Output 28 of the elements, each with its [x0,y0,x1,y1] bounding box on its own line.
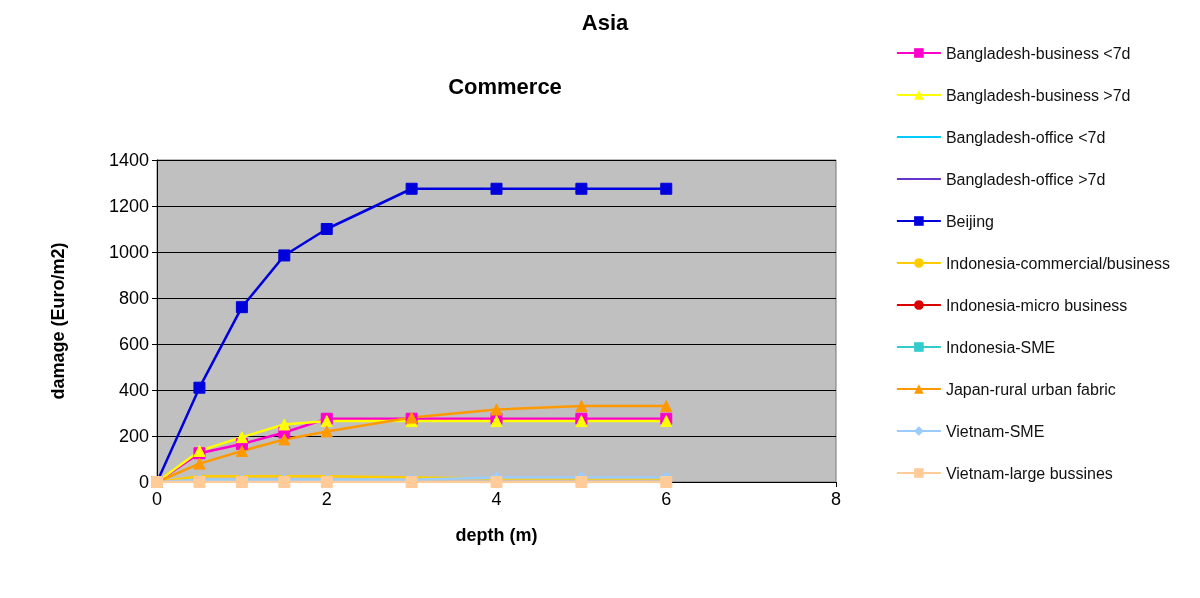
legend-label: Japan-rural urban fabric [945,380,1116,398]
y-tick-label: 800 [118,288,149,308]
legend-label: Indonesia-micro business [945,296,1128,314]
y-tick-label: 400 [118,380,149,400]
y-tick-label: 0 [138,472,149,492]
legend-label: Bangladesh-business >7d [945,86,1131,104]
legend-label: Bangladesh-office <7d [945,128,1106,146]
legend-label: Indonesia-SME [945,338,1056,356]
legend-label: Bangladesh-office >7d [945,170,1106,188]
y-tick-label: 200 [118,426,149,446]
legend-label: Indonesia-commercial/business [945,254,1171,272]
y-tick-label: 600 [118,334,149,354]
x-tick-label: 4 [491,489,502,509]
chart-title: Asia [581,9,629,35]
x-tick-label: 2 [321,489,332,509]
legend-label: Beijing [945,212,994,230]
x-axis-title: depth (m) [455,525,538,545]
legend-label: Vietnam-large bussines [945,464,1113,482]
legend-label: Vietnam-SME [945,422,1045,440]
legend-label: Bangladesh-business <7d [945,44,1131,62]
y-axis-title: damage (Euro/m2) [48,242,68,400]
x-tick-label: 0 [151,489,163,509]
y-tick-label: 1000 [108,242,149,262]
y-tick-label: 1400 [108,150,149,170]
x-tick-label: 6 [661,489,672,509]
y-tick-label: 1200 [108,196,149,216]
x-tick-label: 8 [830,489,842,509]
chart-subtitle: Commerce [448,73,562,99]
